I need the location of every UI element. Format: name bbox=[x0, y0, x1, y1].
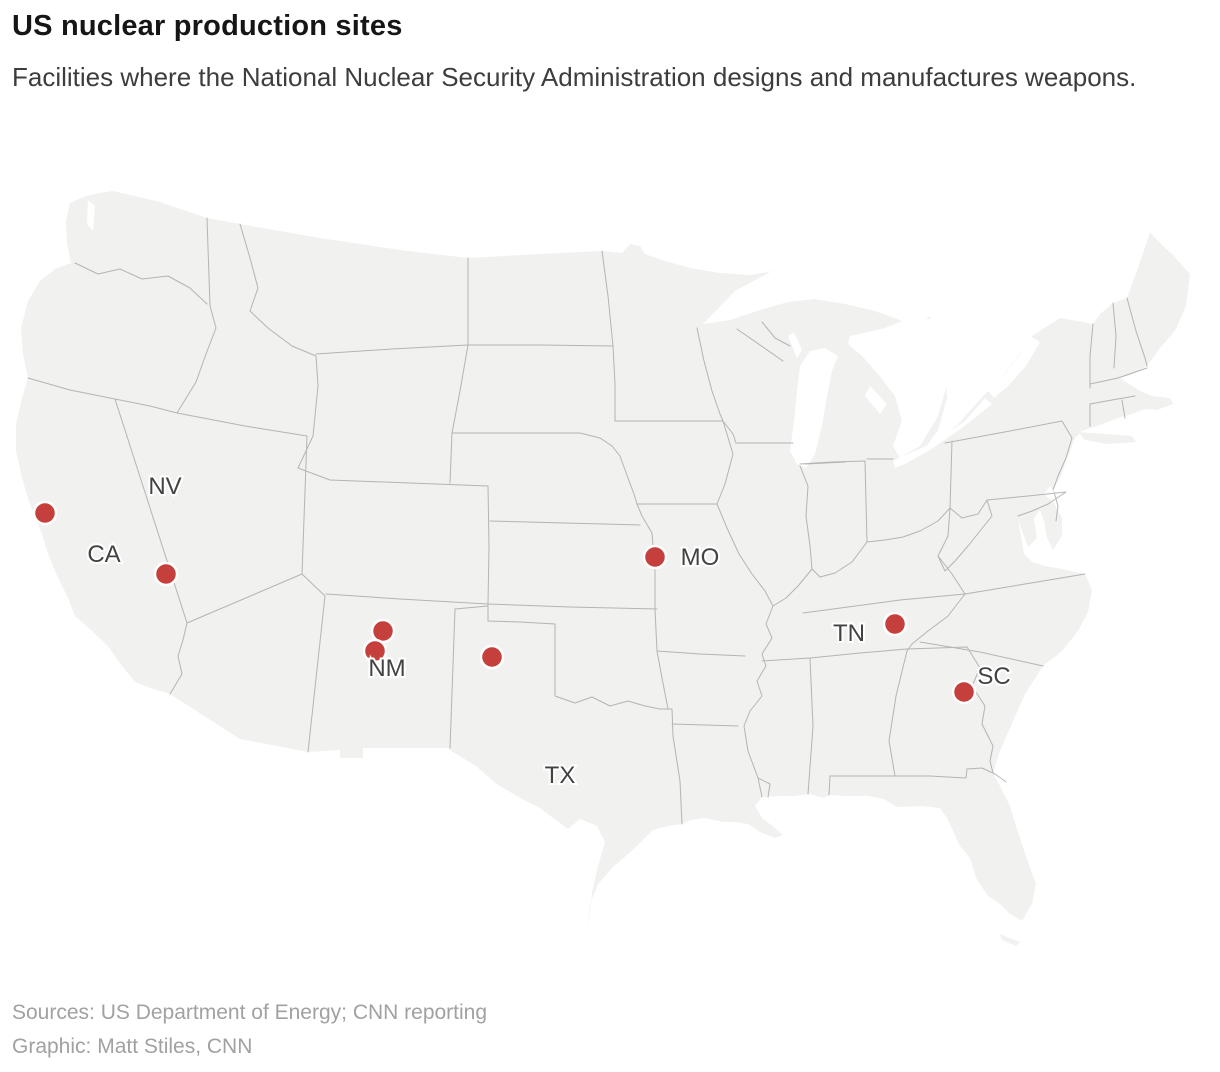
credit-line: Graphic: Matt Stiles, CNN bbox=[12, 1035, 253, 1058]
state-label-sc: SC bbox=[977, 663, 1010, 690]
figure-subtitle: Facilities where the National Nuclear Se… bbox=[12, 62, 1137, 92]
state-label-tx: TX bbox=[545, 762, 576, 789]
puget-sound bbox=[87, 200, 95, 231]
state-label-nv: NV bbox=[148, 473, 181, 500]
site-3-dot bbox=[370, 618, 396, 644]
state-label-nm: NM bbox=[368, 655, 405, 682]
state-label-mo: MO bbox=[681, 544, 720, 571]
site-markers bbox=[32, 500, 977, 705]
lake-erie bbox=[893, 398, 992, 468]
site-2-dot bbox=[153, 561, 179, 587]
state-borders bbox=[27, 217, 1148, 825]
site-1-dot bbox=[32, 500, 58, 526]
florida-keys bbox=[1000, 934, 1020, 946]
site-5-dot bbox=[479, 644, 505, 670]
lake-michigan bbox=[790, 348, 838, 468]
figure-footer: Sources: US Department of Energy; CNN re… bbox=[12, 996, 487, 1064]
page-title: US nuclear production sites bbox=[12, 10, 403, 42]
site-4-dot bbox=[362, 638, 388, 664]
lake-huron bbox=[848, 316, 950, 458]
state-label-tn: TN bbox=[833, 620, 865, 647]
long-island bbox=[1078, 432, 1136, 444]
state-labels: NV CA NM TX MO TN SC bbox=[85, 471, 1012, 791]
us-landmass bbox=[16, 191, 1190, 931]
site-7-dot bbox=[882, 611, 908, 637]
figure-header: US nuclear production sites Facilities w… bbox=[12, 10, 1202, 97]
green-bay bbox=[788, 332, 802, 358]
us-map: NV CA NM TX MO TN SC bbox=[16, 191, 1190, 946]
site-6-dot bbox=[642, 544, 668, 570]
site-8-dot bbox=[951, 679, 977, 705]
state-label-ca: CA bbox=[87, 541, 120, 568]
lake-superior bbox=[703, 264, 930, 324]
sources-line: Sources: US Department of Energy; CNN re… bbox=[12, 1001, 488, 1024]
lake-ontario bbox=[988, 336, 1040, 398]
saginaw-bay bbox=[865, 386, 887, 414]
